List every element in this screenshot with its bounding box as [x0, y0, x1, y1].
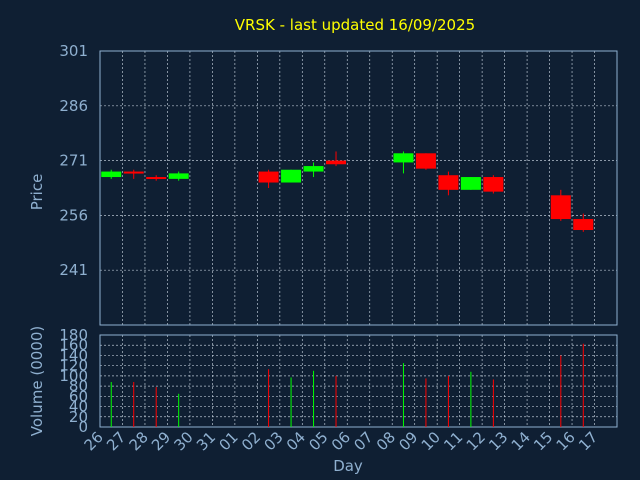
volume-axis-label: Volume (0000)	[28, 326, 46, 436]
x-tick-label: 17	[575, 428, 601, 454]
price-tick-label: 271	[59, 152, 88, 170]
volume-tick-label: 160	[59, 336, 88, 354]
candle-body	[168, 173, 189, 179]
volume-frame	[99, 334, 618, 428]
price-tick-label: 241	[59, 261, 88, 279]
candle-body	[101, 171, 122, 178]
volume-tick-label: 100	[59, 367, 88, 385]
price-axis-label: Price	[28, 174, 46, 211]
candle-body	[438, 175, 459, 190]
candle-body	[460, 177, 481, 190]
candle-body	[281, 169, 302, 183]
price-panel: 301 286 271 256 241	[59, 42, 618, 326]
candle-body	[573, 219, 594, 231]
candle-body	[326, 160, 347, 165]
volume-tick-label: 180	[59, 326, 88, 344]
candle-body	[550, 195, 571, 220]
volume-tick-label: 120	[59, 357, 88, 375]
volume-tick-label: 140	[59, 346, 88, 364]
volume-tick-label: 20	[69, 408, 88, 426]
price-tick-label: 286	[59, 97, 88, 115]
chart-title: VRSK - last updated 16/09/2025	[235, 16, 475, 34]
volume-tick-label: 40	[69, 398, 88, 416]
x-axis-label: Day	[333, 457, 363, 475]
candle-body	[415, 153, 436, 169]
candle-body	[483, 177, 504, 192]
candle-body	[123, 171, 144, 174]
candle-body	[303, 166, 324, 172]
price-tick-label: 256	[59, 206, 88, 224]
candle-body	[258, 171, 279, 183]
volume-tick-label: 80	[69, 377, 88, 395]
price-frame	[99, 50, 618, 326]
x-tick-labels: 2627282930310102030405060708091011121314…	[81, 428, 602, 454]
candle-body	[146, 177, 167, 180]
price-tick-label: 301	[59, 42, 88, 60]
volume-tick-label: 60	[69, 387, 88, 405]
volume-tick-label: 0	[78, 418, 88, 436]
candle-body	[393, 153, 414, 163]
